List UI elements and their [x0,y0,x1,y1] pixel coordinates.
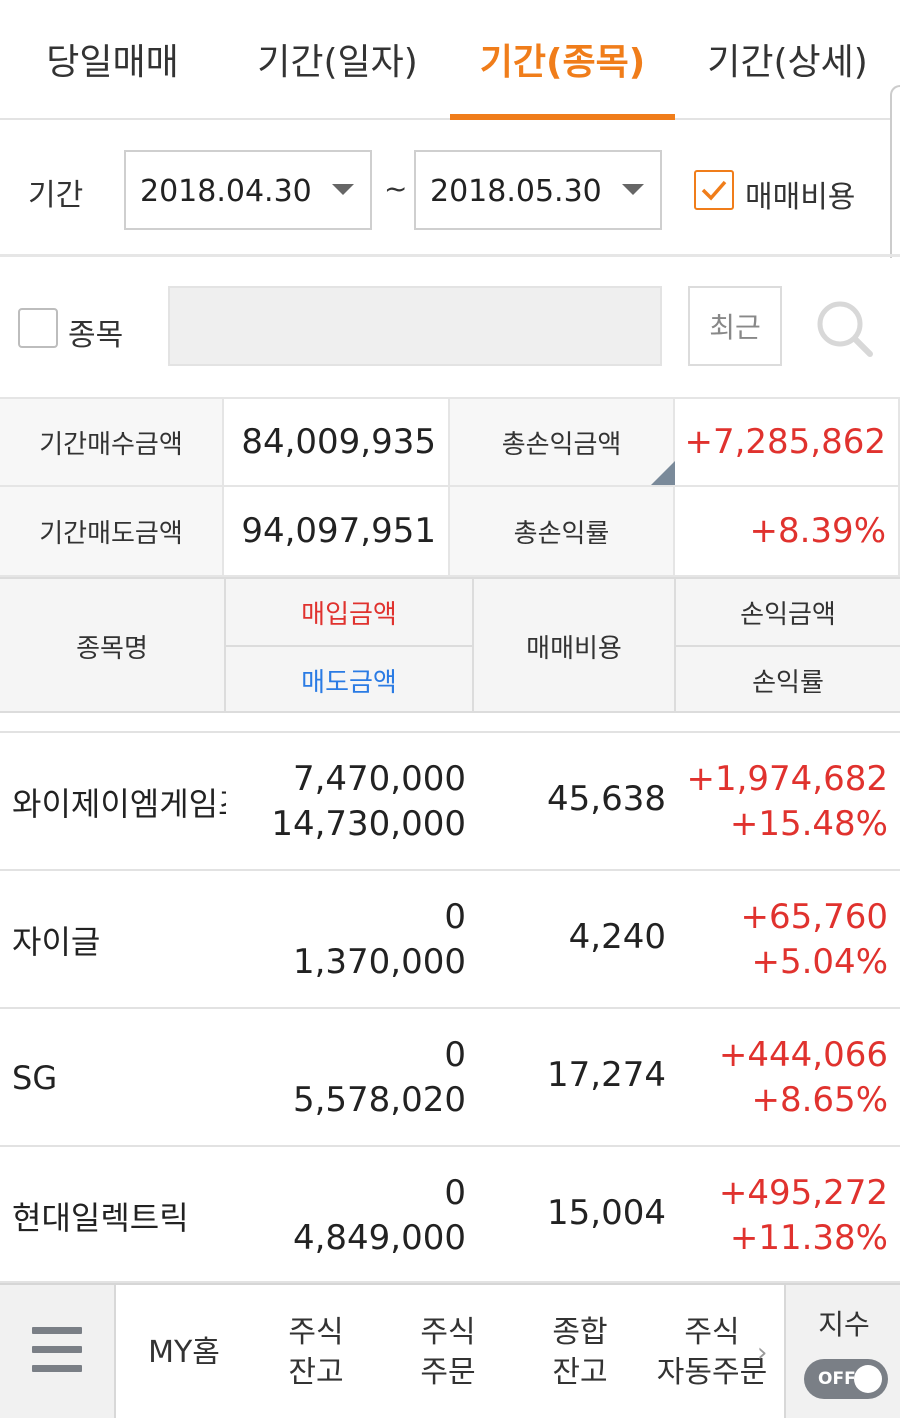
buy-amount-label: 기간매수금액 [0,397,224,487]
tab-bar: 당일매매 기간(일자) 기간(종목) 기간(상세) [0,0,900,120]
pl-amount: +444,066 [718,1035,888,1075]
toggle-knob [854,1365,882,1393]
pl-rate: +15.48% [729,804,888,844]
toggle-state: OFF [818,1369,856,1389]
dropdown-arrow-icon [332,184,354,195]
header-buy-amount: 매입금액 [301,599,397,630]
period-label: 기간 [28,178,84,213]
sell-amount: 14,730,000 [271,804,466,844]
buy-amount-value: 84,009,935 [224,397,450,487]
table-row[interactable]: SG 0 5,578,020 17,274 +444,066 +8.65% [0,1007,900,1145]
header-pl-rate: 손익률 [752,667,824,698]
table-row[interactable]: 와이제이엠게임즈 7,470,000 14,730,000 45,638 +1,… [0,731,900,869]
pl-rate: +11.38% [729,1218,888,1258]
nav-total-balance[interactable]: 종합 잔고 [552,1314,608,1390]
sell-amount: 1,370,000 [292,942,466,982]
nav-my-home[interactable]: MY홈 [148,1334,220,1370]
buy-amount: 7,470,000 [292,759,466,799]
trade-fee: 4,240 [568,917,666,957]
total-rate-label: 총손익률 [450,487,675,577]
nav-stock-balance[interactable]: 주식 잔고 [288,1314,344,1390]
table-row[interactable]: 현대일렉트릭 0 4,849,000 15,004 +495,272 +11.3… [0,1145,900,1283]
sell-amount-label: 기간매도금액 [0,487,224,577]
dropdown-arrow-icon [622,184,644,195]
buy-amount: 0 [444,897,466,937]
pl-amount: +495,272 [718,1173,888,1213]
trade-fee: 15,004 [547,1193,666,1233]
tab-period-by-stock[interactable]: 기간(종목) [450,0,675,120]
header-fee: 매매비용 [526,633,622,664]
stock-name: 현대일렉트릭 [12,1199,189,1237]
sell-amount: 5,578,020 [292,1080,466,1120]
sell-amount: 4,849,000 [292,1218,466,1258]
header-pl-amount: 손익금액 [740,599,836,630]
stock-search-input[interactable] [168,286,662,366]
header-sell-amount: 매도금액 [301,667,397,698]
pl-rate: +5.04% [751,942,889,982]
stock-checkbox-label[interactable]: 종목 [68,318,124,353]
period-filter-row: 기간 2018.04.30 ~ 2018.05.30 매매비용 [0,122,900,257]
fee-checkbox[interactable] [694,170,734,210]
hamburger-icon [32,1327,82,1377]
table-row[interactable]: 자이글 0 1,370,000 4,240 +65,760 +5.04% [0,869,900,1007]
search-icon[interactable] [810,296,880,366]
buy-amount: 0 [444,1173,466,1213]
trade-fee: 17,274 [547,1055,666,1095]
nav-auto-order[interactable]: 주식 자동주문 [656,1314,768,1390]
period-summary: 기간매수금액 84,009,935 총손익금액 +7,285,862 기간매도금… [0,397,900,577]
index-toggle[interactable]: OFF [804,1359,888,1399]
nav-stock-order[interactable]: 주식 주문 [420,1314,476,1390]
total-pl-label: 총손익금액 [450,397,675,487]
recent-button[interactable]: 최근 [688,286,782,366]
sell-amount-value: 94,097,951 [224,487,450,577]
date-separator: ~ [384,172,408,205]
total-pl-value[interactable]: +7,285,862 [651,397,900,487]
pl-amount: +65,760 [740,897,888,937]
chevron-right-icon[interactable]: › [757,1338,768,1368]
index-panel: 지수 OFF [784,1285,900,1418]
end-date-value: 2018.05.30 [430,174,602,209]
buy-amount: 0 [444,1035,466,1075]
header-stock-name: 종목명 [76,633,148,664]
index-label: 지수 [818,1308,870,1341]
total-pl-amount: +7,285,862 [684,422,886,462]
menu-button[interactable] [0,1285,116,1418]
stock-name: SG [12,1059,58,1097]
stock-name: 자이글 [12,923,101,961]
start-date-select[interactable]: 2018.04.30 [124,150,372,230]
tab-period-by-date[interactable]: 기간(일자) [257,42,418,83]
end-date-select[interactable]: 2018.05.30 [414,150,662,230]
pl-rate: +8.65% [751,1080,889,1120]
stock-name: 와이제이엠게임즈 [12,785,226,823]
trade-fee: 45,638 [547,779,666,819]
tab-period-detail[interactable]: 기간(상세) [707,42,868,83]
total-rate-value: +8.39% [675,487,900,577]
tab-daily-trades[interactable]: 당일매매 [46,42,179,83]
stock-list: 와이제이엠게임즈 7,470,000 14,730,000 45,638 +1,… [0,731,900,1283]
pl-amount: +1,974,682 [686,759,888,799]
stock-checkbox[interactable] [18,308,58,348]
stock-filter-row: 종목 최근 [0,258,900,398]
bottom-navigation: MY홈 주식 잔고 주식 주문 종합 잔고 주식 자동주문 › 지수 OFF [0,1283,900,1418]
expand-corner-icon [651,461,675,485]
table-header: 종목명 매입금액 매도금액 매매비용 손익금액 손익률 [0,577,900,713]
fee-checkbox-label[interactable]: 매매비용 [745,180,856,215]
start-date-value: 2018.04.30 [140,174,312,209]
checkmark-icon [701,180,727,201]
